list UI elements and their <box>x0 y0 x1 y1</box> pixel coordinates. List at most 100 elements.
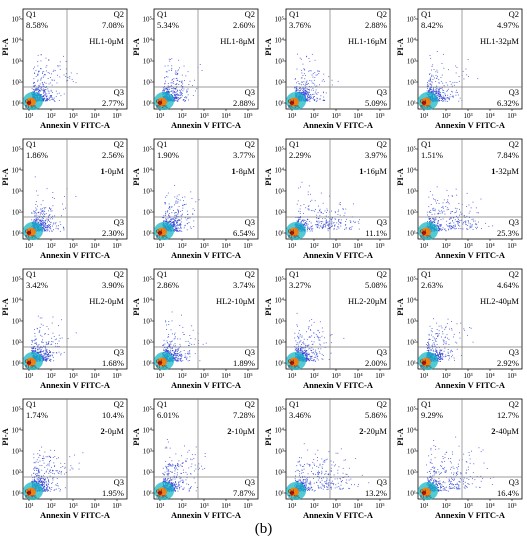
event-dot <box>300 186 301 188</box>
event-dot <box>299 208 301 210</box>
event-dot <box>445 206 447 207</box>
event-dot <box>43 90 45 92</box>
event-dot <box>180 93 182 95</box>
event-dot <box>311 226 313 228</box>
event-dot <box>175 97 177 99</box>
event-dot <box>170 329 172 331</box>
event-dot <box>41 216 43 217</box>
event-dot <box>168 351 170 353</box>
event-dot <box>301 72 303 74</box>
event-dot <box>298 332 300 334</box>
event-dot <box>337 214 339 215</box>
event-dot <box>465 222 467 223</box>
event-dot <box>436 224 438 226</box>
event-dot <box>44 347 46 349</box>
event-dot <box>32 350 34 352</box>
event-dot <box>429 74 430 75</box>
event-dot <box>301 77 303 79</box>
event-dot <box>300 58 302 60</box>
q3-value: 6.32% <box>497 98 519 108</box>
event-dot <box>182 99 184 100</box>
event-dot <box>59 221 61 223</box>
event-dot <box>320 95 322 97</box>
event-dot <box>435 89 437 91</box>
event-dot <box>173 78 175 80</box>
event-dot <box>38 352 40 354</box>
event-dot <box>173 88 175 90</box>
compound-number: 1 <box>359 166 363 176</box>
event-dot <box>164 202 166 203</box>
sample-dose: HL1-32μM <box>480 36 519 46</box>
event-dot <box>169 86 170 88</box>
event-dot <box>174 212 175 214</box>
event-dot <box>429 87 431 89</box>
x-tick-label: 10¹ <box>24 242 33 250</box>
event-dot <box>163 215 165 217</box>
event-dot <box>43 226 45 227</box>
event-dot <box>169 346 171 347</box>
event-dot <box>463 221 465 223</box>
event-dot <box>303 93 305 95</box>
event-dot <box>443 96 445 98</box>
event-dot <box>72 81 74 83</box>
event-dot <box>35 88 36 90</box>
event-dot <box>49 351 51 353</box>
event-dot <box>437 96 439 98</box>
event-dot <box>298 337 300 339</box>
event-dot <box>444 213 446 215</box>
event-dot <box>317 348 319 350</box>
event-dot <box>328 224 330 226</box>
event-dot <box>181 214 183 216</box>
event-dot <box>302 81 303 83</box>
event-dot <box>308 208 310 210</box>
event-dot <box>177 219 179 221</box>
event-dot <box>450 228 452 230</box>
event-dot <box>46 95 48 97</box>
event-dot <box>455 221 457 222</box>
event-dot <box>344 228 345 230</box>
event-dot <box>316 214 318 216</box>
event-dot <box>448 226 450 227</box>
event-dot <box>297 221 299 223</box>
event-dot <box>431 91 432 92</box>
event-dot <box>449 226 451 228</box>
event-dot <box>174 98 176 100</box>
event-dot <box>300 345 302 347</box>
event-dot <box>33 91 35 93</box>
event-dot <box>306 55 307 57</box>
event-dot <box>187 88 189 90</box>
event-dot <box>310 98 311 100</box>
event-dot <box>175 96 177 98</box>
event-dot <box>448 195 449 197</box>
y-axis-title: PI-A <box>131 167 141 185</box>
event-dot <box>297 88 299 90</box>
event-dot <box>451 195 453 197</box>
event-dot <box>34 89 36 91</box>
event-dot <box>34 90 36 92</box>
event-dot <box>302 351 304 353</box>
density-peak <box>26 231 32 235</box>
event-dot <box>307 206 309 207</box>
event-dot <box>40 349 42 351</box>
q1-value: 3.42% <box>26 280 48 290</box>
event-dot <box>189 350 191 351</box>
event-dot <box>466 74 468 76</box>
event-dot <box>296 90 298 91</box>
q3-value: 1.68% <box>102 358 124 368</box>
event-dot <box>174 97 176 99</box>
event-dot <box>52 225 53 227</box>
event-dot <box>300 91 302 93</box>
event-dot <box>58 225 59 227</box>
event-dot <box>43 99 44 101</box>
event-dot <box>179 325 181 326</box>
event-dot <box>167 336 169 337</box>
event-dot <box>31 212 33 214</box>
event-dot <box>315 357 317 358</box>
event-dot <box>340 222 341 224</box>
event-dot <box>298 347 299 349</box>
event-dot <box>47 354 49 355</box>
event-dot <box>174 223 175 225</box>
event-dot <box>427 82 428 83</box>
density-peak <box>157 361 163 365</box>
event-dot <box>177 359 179 361</box>
